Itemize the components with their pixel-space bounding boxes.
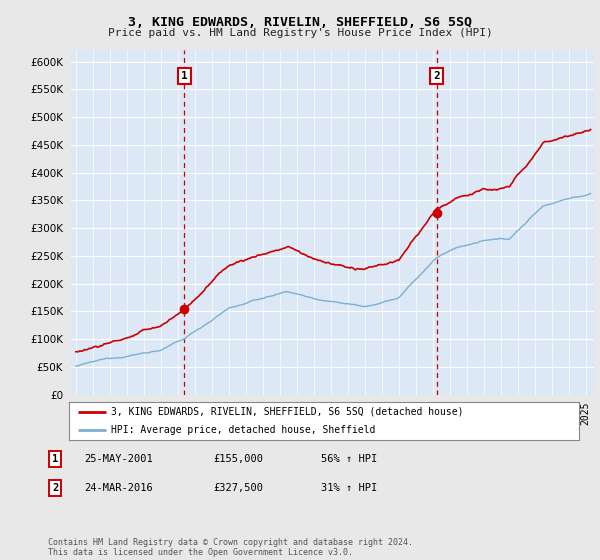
Text: 3, KING EDWARDS, RIVELIN, SHEFFIELD, S6 5SQ (detached house): 3, KING EDWARDS, RIVELIN, SHEFFIELD, S6 …: [111, 407, 463, 417]
Text: 25-MAY-2001: 25-MAY-2001: [84, 454, 153, 464]
Text: Contains HM Land Registry data © Crown copyright and database right 2024.
This d: Contains HM Land Registry data © Crown c…: [48, 538, 413, 557]
Text: 31% ↑ HPI: 31% ↑ HPI: [321, 483, 377, 493]
Text: 2: 2: [52, 483, 58, 493]
Text: 24-MAR-2016: 24-MAR-2016: [84, 483, 153, 493]
Text: £327,500: £327,500: [213, 483, 263, 493]
Text: £155,000: £155,000: [213, 454, 263, 464]
Text: 1: 1: [52, 454, 58, 464]
Text: HPI: Average price, detached house, Sheffield: HPI: Average price, detached house, Shef…: [111, 425, 375, 435]
Text: 2: 2: [433, 71, 440, 81]
Text: 3, KING EDWARDS, RIVELIN, SHEFFIELD, S6 5SQ: 3, KING EDWARDS, RIVELIN, SHEFFIELD, S6 …: [128, 16, 472, 29]
Text: 1: 1: [181, 71, 188, 81]
Text: 56% ↑ HPI: 56% ↑ HPI: [321, 454, 377, 464]
Text: Price paid vs. HM Land Registry's House Price Index (HPI): Price paid vs. HM Land Registry's House …: [107, 28, 493, 38]
